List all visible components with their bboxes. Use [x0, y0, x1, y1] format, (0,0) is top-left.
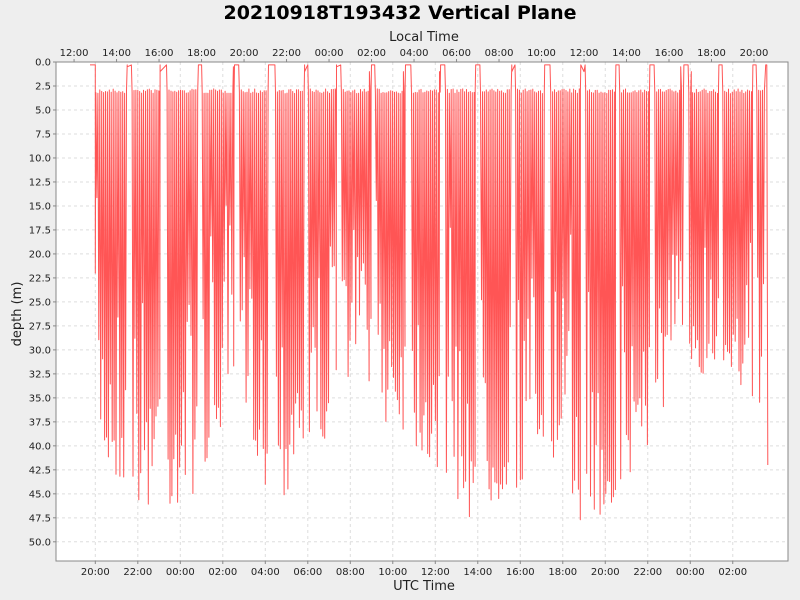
x-tick-label: 22:00 [123, 567, 152, 578]
chart-title: 20210918T193432 Vertical Plane [223, 2, 576, 24]
y-tick-label: 17.5 [29, 225, 51, 236]
x-tick-label: 14:00 [463, 567, 492, 578]
x-tick-label: 20:00 [81, 567, 110, 578]
x-tick-label: 02:00 [208, 567, 237, 578]
top-tick-label: 02:00 [357, 48, 386, 59]
x-tick-label: 00:00 [166, 567, 195, 578]
y-tick-label: 5.0 [35, 105, 51, 116]
x-tick-label: 04:00 [251, 567, 280, 578]
top-tick-label: 14:00 [102, 48, 131, 59]
x-tick-label: 06:00 [293, 567, 322, 578]
x-tick-label: 08:00 [336, 567, 365, 578]
x-tick-label: 00:00 [676, 567, 705, 578]
y-tick-label: 50.0 [29, 537, 51, 548]
top-tick-label: 16:00 [655, 48, 684, 59]
y-tick-label: 47.5 [29, 513, 51, 524]
y-tick-label: 27.5 [29, 321, 51, 332]
x-tick-label: 20:00 [591, 567, 620, 578]
top-tick-label: 12:00 [570, 48, 599, 59]
y-tick-label: 12.5 [29, 177, 51, 188]
top-tick-label: 04:00 [400, 48, 429, 59]
top-tick-label: 22:00 [272, 48, 301, 59]
y-tick-label: 30.0 [29, 345, 51, 356]
x-tick-label: 22:00 [633, 567, 662, 578]
top-tick-label: 16:00 [145, 48, 174, 59]
top-tick-label: 08:00 [485, 48, 514, 59]
top-tick-label: 12:00 [60, 48, 89, 59]
y-tick-label: 22.5 [29, 273, 51, 284]
depth-line [90, 64, 769, 521]
y-tick-label: 35.0 [29, 393, 51, 404]
y-tick-label: 37.5 [29, 417, 51, 428]
y-tick-label: 32.5 [29, 369, 51, 380]
top-tick-label: 00:00 [315, 48, 344, 59]
axes: 0.0 2.5 5.0 7.5 10.0 12.5 15.0 17.5 20.0 22.5 25.0… [29, 48, 769, 578]
top-tick-label: 14:00 [612, 48, 641, 59]
x-tick-label: 12:00 [421, 567, 450, 578]
y-tick-label: 15.0 [29, 201, 51, 212]
depth-series [90, 64, 769, 521]
top-tick-label: 10:00 [527, 48, 556, 59]
y-tick-label: 0.0 [35, 58, 51, 69]
y-tick-label: 10.0 [29, 153, 51, 164]
y-tick-label: 40.0 [29, 441, 51, 452]
y-tick-label: 42.5 [29, 465, 51, 476]
y-tick-label: 20.0 [29, 249, 51, 260]
top-tick-label: 18:00 [187, 48, 216, 59]
x-tick-label: 18:00 [548, 567, 577, 578]
x-tick-label: 02:00 [718, 567, 747, 578]
x-axis-title: UTC Time [393, 579, 455, 594]
top-tick-label: 18:00 [697, 48, 726, 59]
y-tick-label: 25.0 [29, 297, 51, 308]
plot-area-frame [55, 61, 789, 562]
top-tick-label: 20:00 [740, 48, 769, 59]
y-axis-title: depth (m) [10, 282, 25, 347]
top-tick-label: 20:00 [230, 48, 259, 59]
y-tick-label: 45.0 [29, 489, 51, 500]
x-tick-label: 10:00 [378, 567, 407, 578]
top-axis-title: Local Time [389, 30, 459, 45]
top-tick-label: 06:00 [442, 48, 471, 59]
y-tick-label: 2.5 [35, 81, 51, 92]
x-tick-label: 16:00 [506, 567, 535, 578]
y-tick-label: 7.5 [35, 129, 51, 140]
